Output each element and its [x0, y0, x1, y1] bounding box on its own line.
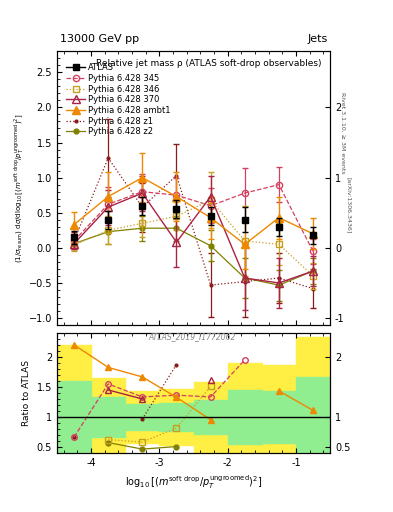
X-axis label: $\log_{10}[(m^\mathrm{soft\ drop}/p_T^\mathrm{ungroomed})^2]$: $\log_{10}[(m^\mathrm{soft\ drop}/p_T^\m… [125, 474, 262, 492]
Text: Rivet 3.1.10, ≥ 3M events: Rivet 3.1.10, ≥ 3M events [340, 92, 345, 174]
Text: [arXiv:1306.3436]: [arXiv:1306.3436] [347, 177, 351, 233]
Text: Relative jet mass ρ (ATLAS soft-drop observables): Relative jet mass ρ (ATLAS soft-drop obs… [96, 59, 322, 69]
Text: Jets: Jets [307, 34, 327, 45]
Text: 13000 GeV pp: 13000 GeV pp [60, 34, 139, 45]
Text: ATLAS_2019_I1772062: ATLAS_2019_I1772062 [149, 332, 236, 341]
Y-axis label: $(1/\sigma_\mathrm{resum})\ \mathrm{d}\sigma/\mathrm{d}\log_{10}[(m^\mathrm{soft: $(1/\sigma_\mathrm{resum})\ \mathrm{d}\s… [12, 114, 26, 263]
Y-axis label: Ratio to ATLAS: Ratio to ATLAS [22, 360, 31, 426]
Legend: ATLAS, Pythia 6.428 345, Pythia 6.428 346, Pythia 6.428 370, Pythia 6.428 ambt1,: ATLAS, Pythia 6.428 345, Pythia 6.428 34… [64, 61, 173, 139]
